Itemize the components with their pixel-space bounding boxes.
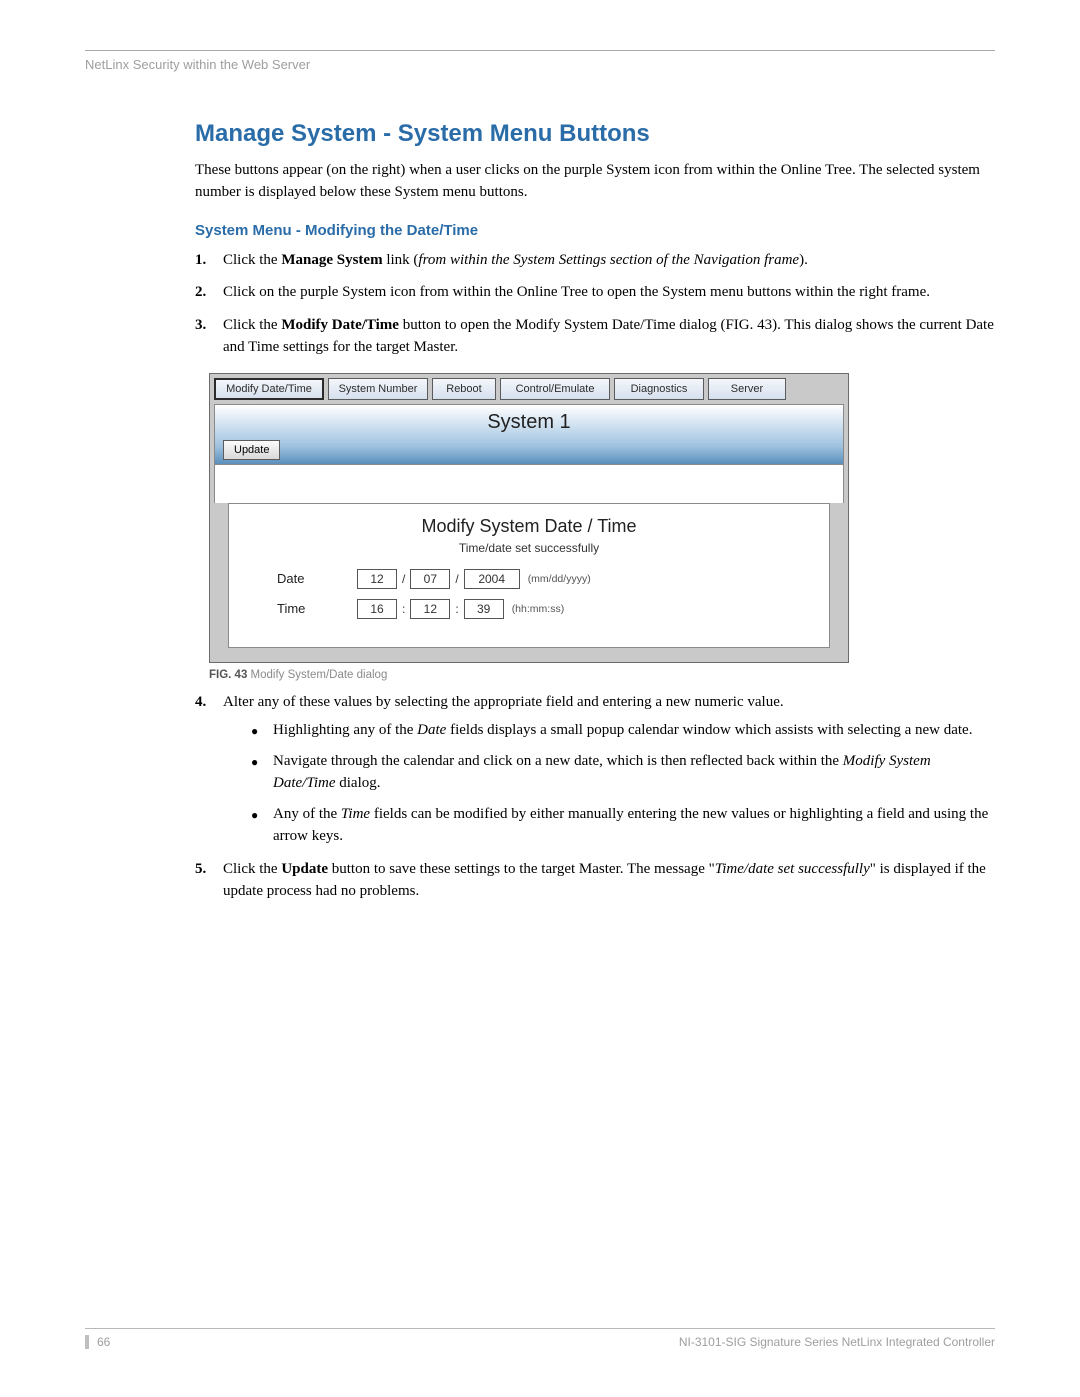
- section-title: Manage System - System Menu Buttons: [195, 120, 995, 148]
- system-bar: System 1 Update: [214, 404, 844, 465]
- tab-row: Modify Date/Time System Number Reboot Co…: [214, 378, 844, 400]
- intro-paragraph: These buttons appear (on the right) when…: [195, 160, 995, 204]
- step-1: Click the Manage System link (from withi…: [195, 249, 995, 272]
- modify-panel-title: Modify System Date / Time: [247, 516, 811, 537]
- date-year-input[interactable]: 2004: [464, 569, 520, 589]
- time-hour-input[interactable]: 16: [357, 599, 397, 619]
- time-label: Time: [247, 601, 357, 616]
- tab-control-emulate[interactable]: Control/Emulate: [500, 378, 610, 400]
- date-label: Date: [247, 571, 357, 586]
- subsection-title: System Menu - Modifying the Date/Time: [195, 222, 995, 239]
- page-footer: 66 NI-3101-SIG Signature Series NetLinx …: [85, 1328, 995, 1349]
- figure-43: Modify Date/Time System Number Reboot Co…: [209, 373, 849, 681]
- time-row: Time 16 : 12 : 39 (hh:mm:ss): [247, 599, 811, 619]
- tab-system-number[interactable]: System Number: [328, 378, 428, 400]
- time-minute-input[interactable]: 12: [410, 599, 450, 619]
- tab-reboot[interactable]: Reboot: [432, 378, 496, 400]
- time-hint: (hh:mm:ss): [512, 603, 565, 615]
- update-button[interactable]: Update: [223, 440, 280, 460]
- step-2: Click on the purple System icon from wit…: [195, 281, 995, 304]
- page-header: NetLinx Security within the Web Server: [85, 57, 995, 72]
- step-4: Alter any of these values by selecting t…: [195, 691, 995, 848]
- step-5: Click the Update button to save these se…: [195, 858, 995, 903]
- step-4-bullet-3: Any of the Time fields can be modified b…: [251, 803, 995, 848]
- modify-panel: Modify System Date / Time Time/date set …: [228, 503, 830, 648]
- step-3: Click the Modify Date/Time button to ope…: [195, 314, 995, 359]
- date-hint: (mm/dd/yyyy): [528, 573, 591, 585]
- date-month-input[interactable]: 12: [357, 569, 397, 589]
- tab-server[interactable]: Server: [708, 378, 786, 400]
- date-row: Date 12 / 07 / 2004 (mm/dd/yyyy): [247, 569, 811, 589]
- tab-diagnostics[interactable]: Diagnostics: [614, 378, 704, 400]
- step-4-bullet-2: Navigate through the calendar and click …: [251, 750, 995, 795]
- modify-panel-status: Time/date set successfully: [247, 541, 811, 555]
- page-number: 66: [85, 1335, 110, 1349]
- time-second-input[interactable]: 39: [464, 599, 504, 619]
- date-day-input[interactable]: 07: [410, 569, 450, 589]
- tab-modify-datetime[interactable]: Modify Date/Time: [214, 378, 324, 400]
- step-4-bullet-1: Highlighting any of the Date fields disp…: [251, 719, 995, 742]
- footer-product: NI-3101-SIG Signature Series NetLinx Int…: [679, 1335, 995, 1349]
- system-title: System 1: [223, 411, 835, 434]
- figure-caption: FIG. 43 Modify System/Date dialog: [209, 669, 849, 681]
